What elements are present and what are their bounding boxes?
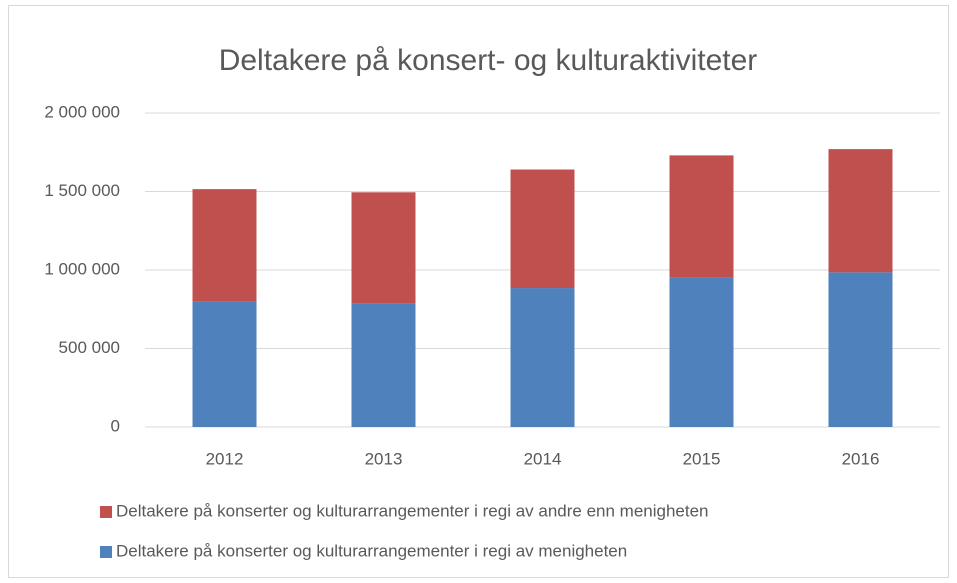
legend-label: Deltakere på konserter og kulturarrangem…	[116, 501, 709, 520]
x-tick-label: 2012	[206, 449, 244, 468]
bar-segment	[669, 277, 734, 427]
bar-segment	[828, 149, 893, 273]
bar-segment	[510, 288, 575, 427]
legend-swatch	[100, 546, 112, 558]
bar-segment	[828, 272, 893, 427]
bar-segment	[351, 303, 416, 427]
bar-segment	[669, 155, 734, 278]
bar-segment	[192, 189, 257, 302]
bar-segment	[510, 169, 575, 289]
x-tick-label: 2016	[842, 449, 880, 468]
y-tick-label: 1 500 000	[44, 181, 120, 200]
x-tick-label: 2015	[683, 449, 721, 468]
x-tick-label: 2013	[365, 449, 403, 468]
bar-segment	[192, 301, 257, 427]
legend-label: Deltakere på konserter og kulturarrangem…	[116, 541, 627, 560]
chart-title: Deltakere på konsert- og kulturaktivitet…	[219, 44, 758, 77]
bar-segment	[351, 192, 416, 304]
y-tick-label: 2 000 000	[44, 102, 120, 121]
y-tick-label: 500 000	[59, 338, 120, 357]
y-tick-label: 0	[111, 416, 120, 435]
chart-frame	[8, 5, 949, 578]
y-tick-label: 1 000 000	[44, 259, 120, 278]
x-tick-label: 2014	[524, 449, 562, 468]
legend-swatch	[100, 506, 112, 518]
